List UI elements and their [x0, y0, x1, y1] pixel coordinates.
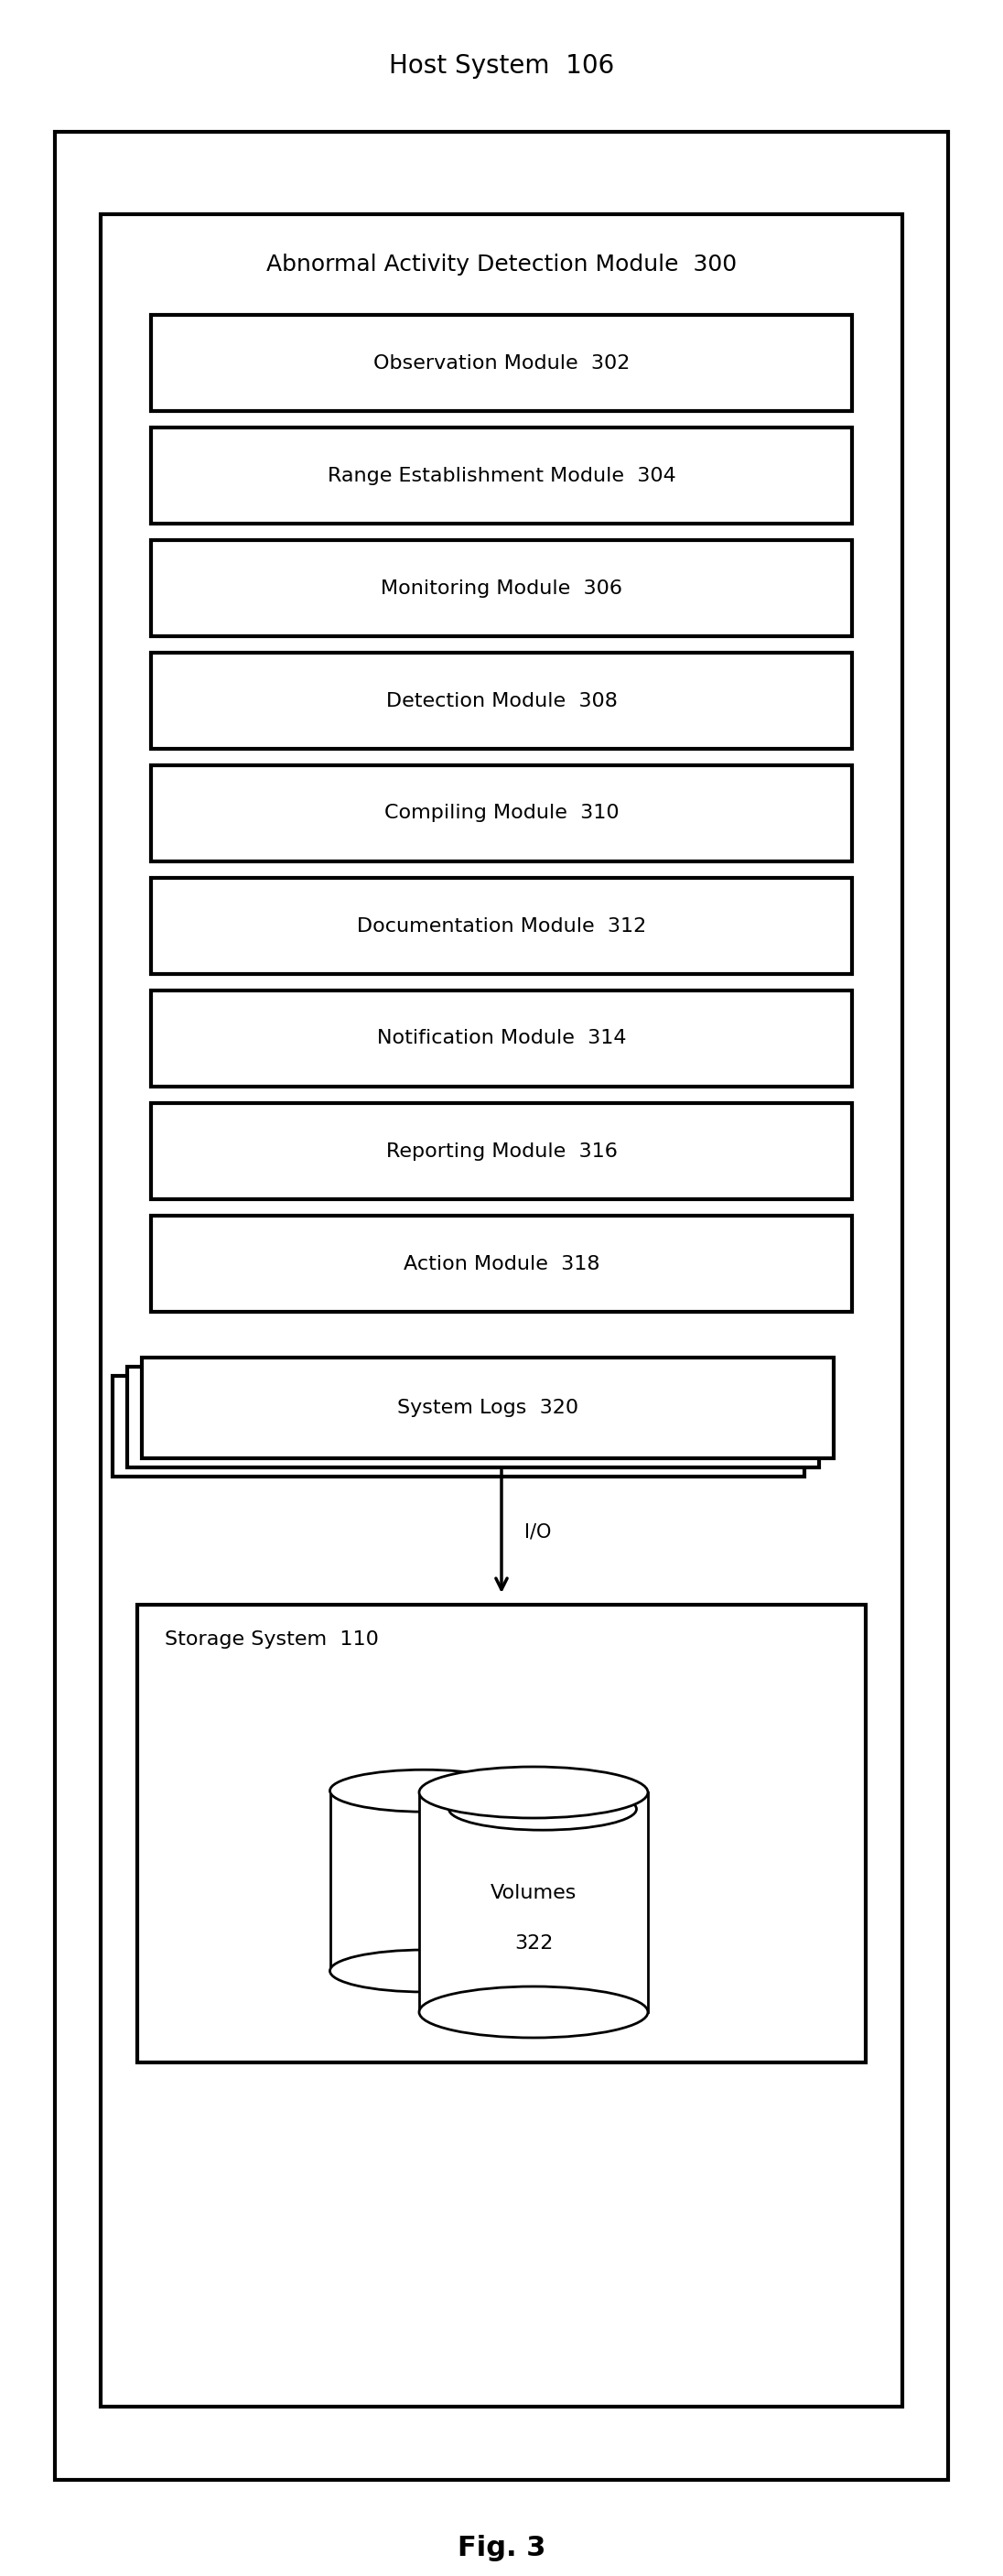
Bar — [151, 1103, 852, 1200]
Ellipse shape — [449, 1968, 637, 2009]
Text: Detection Module  308: Detection Module 308 — [386, 690, 617, 711]
Bar — [151, 765, 852, 860]
Bar — [449, 1808, 637, 1989]
Text: Fig. 3: Fig. 3 — [457, 2535, 546, 2561]
Bar — [141, 1358, 833, 1458]
Ellipse shape — [330, 1950, 518, 1991]
Ellipse shape — [419, 1986, 648, 2038]
Bar — [100, 214, 903, 2406]
Bar — [112, 1376, 804, 1476]
Bar — [151, 878, 852, 974]
Bar — [419, 1793, 648, 2012]
Bar — [330, 1790, 518, 1971]
Text: Volumes: Volumes — [490, 1883, 577, 1904]
Text: System Logs  320: System Logs 320 — [397, 1399, 579, 1417]
Bar — [151, 1216, 852, 1311]
Ellipse shape — [419, 1767, 648, 1819]
Ellipse shape — [330, 1770, 518, 1811]
Bar — [127, 1368, 818, 1468]
Text: I/O: I/O — [525, 1522, 552, 1540]
Text: Notification Module  314: Notification Module 314 — [377, 1030, 626, 1048]
Bar — [55, 131, 948, 2481]
Text: 322: 322 — [515, 1935, 553, 1953]
Bar — [151, 541, 852, 636]
Text: Monitoring Module  306: Monitoring Module 306 — [381, 580, 622, 598]
Text: Observation Module  302: Observation Module 302 — [373, 353, 630, 371]
Text: Host System  106: Host System 106 — [389, 54, 614, 80]
Bar — [137, 1605, 866, 2063]
Text: Reporting Module  316: Reporting Module 316 — [386, 1141, 617, 1159]
Bar — [151, 314, 852, 412]
Text: Action Module  318: Action Module 318 — [403, 1255, 600, 1273]
Text: Storage System  110: Storage System 110 — [164, 1631, 379, 1649]
Bar — [151, 428, 852, 523]
Ellipse shape — [449, 1788, 637, 1829]
Text: Range Establishment Module  304: Range Establishment Module 304 — [327, 466, 676, 484]
Text: Abnormal Activity Detection Module  300: Abnormal Activity Detection Module 300 — [266, 252, 737, 276]
Bar — [151, 652, 852, 750]
Bar — [151, 992, 852, 1087]
Text: Documentation Module  312: Documentation Module 312 — [357, 917, 646, 935]
Text: Compiling Module  310: Compiling Module 310 — [384, 804, 619, 822]
